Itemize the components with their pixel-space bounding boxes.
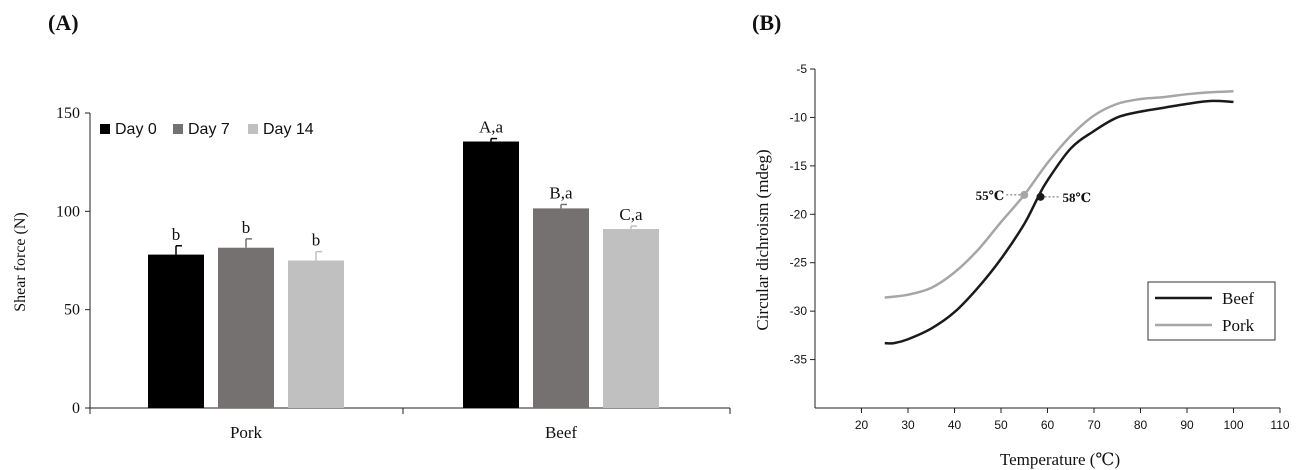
line-x-tick-label: 60 [1041,418,1055,432]
legend-label: Day 7 [188,121,230,138]
significance-label: b [312,231,321,250]
bar-y-ticks: 0 50 100 150 [56,105,90,417]
line-y-tick-label: -5 [796,62,807,76]
line-x-tick-label: 40 [948,418,962,432]
bar-y-tick-label: 0 [72,400,80,417]
line-x-ticks: 20 30 40 50 60 70 80 90 100 110 [855,408,1290,432]
series-line-beef [884,99,1234,345]
bar-chart: 0 50 100 150 Pork Beef b A,a b B,a b C,a Shear fo… [12,105,731,442]
annotation-label: 58℃ [1063,190,1092,205]
line-y-axis-label: Circular dichroism (mdeg) [753,149,772,330]
line-x-tick-label: 110 [1270,418,1289,432]
line-x-tick-label: 50 [994,418,1008,432]
line-y-tick-label: -25 [790,256,808,270]
bar [288,260,344,408]
bar-x-ticks: Pork Beef [89,408,731,442]
transition-point [1020,190,1029,199]
line-x-tick-label: 90 [1180,418,1194,432]
line-chart: -5 -10 -15 -20 -25 -30 -35 20 30 40 50 60 70 80 90 100… [753,62,1290,469]
legend-label: Beef [1222,289,1254,308]
bar [603,229,659,408]
bar-y-axis-label: Shear force (N) [12,212,29,312]
legend-swatch [173,124,183,134]
legend-swatch [100,124,110,134]
significance-label: C,a [619,205,643,224]
bar [463,141,519,408]
bar-x-tick-label: Beef [545,423,577,442]
bar [533,208,589,408]
panel-a-label: (A) [48,10,79,35]
line-y-tick-label: -10 [790,110,808,124]
line-x-tick-label: 70 [1087,418,1101,432]
bar-legend: Day 0 Day 7 Day 14 [100,121,314,138]
line-annotations: 55℃ 58℃ [976,188,1091,205]
legend-label: Day 14 [263,121,314,138]
bar-y-tick-label: 150 [56,105,80,122]
series-line-pork [884,90,1234,299]
line-x-tick-label: 80 [1134,418,1148,432]
annotation-label: 55℃ [976,188,1005,203]
legend-label: Day 0 [115,121,157,138]
transition-point [1036,192,1045,201]
line-legend: Beef Pork [1147,281,1276,341]
line-y-tick-label: -35 [790,353,808,367]
line-x-tick-label: 100 [1223,418,1243,432]
significance-label: A,a [479,118,504,137]
significance-label: b [242,218,251,237]
legend-swatch [248,124,258,134]
line-x-tick-label: 20 [855,418,869,432]
legend-label: Pork [1222,316,1255,335]
line-y-tick-label: -15 [790,159,808,173]
line-x-tick-label: 30 [901,418,915,432]
bar [218,247,274,408]
line-y-ticks: -5 -10 -15 -20 -25 -30 -35 [790,62,815,367]
legend-box [1147,281,1276,341]
line-x-axis-label: Temperature (℃) [1000,450,1120,469]
bar [148,254,204,408]
bar-marks: b A,a b B,a b C,a [148,118,659,408]
significance-label: B,a [549,183,573,202]
bar-x-tick-label: Pork [230,423,263,442]
line-y-tick-label: -20 [790,207,808,221]
significance-label: b [172,225,181,244]
line-y-tick-label: -30 [790,304,808,318]
panel-b-label: (B) [752,10,781,35]
line-series [884,90,1234,345]
bar-y-tick-label: 100 [56,203,80,220]
bar-y-tick-label: 50 [64,302,80,319]
